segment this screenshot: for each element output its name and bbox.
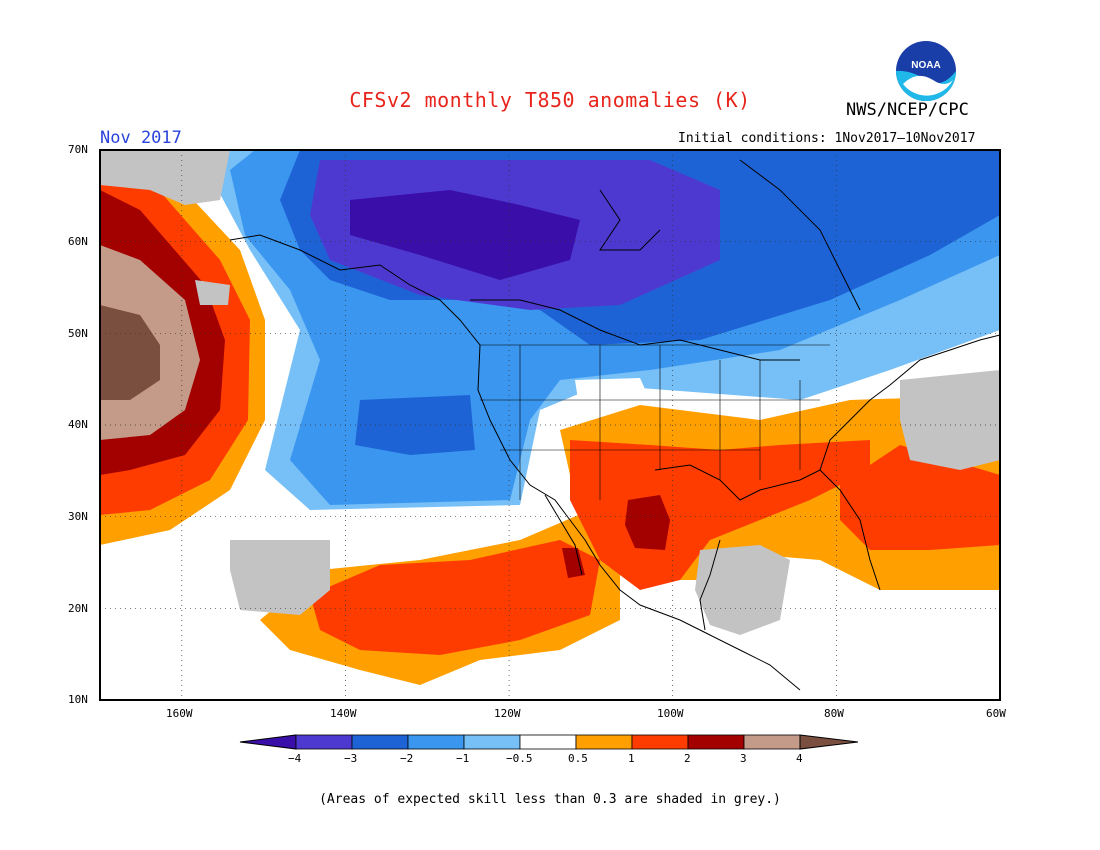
colorbar-label: −0.5 bbox=[506, 752, 533, 765]
lon-label-100w: 100W bbox=[657, 707, 684, 720]
anomaly-region-pos4-west bbox=[100, 305, 160, 400]
colorbar-label: −2 bbox=[400, 752, 414, 765]
colorbar-segment bbox=[407, 734, 465, 750]
colorbar-arrow-max bbox=[799, 734, 859, 750]
noaa-logo: NOAA bbox=[895, 40, 957, 102]
colorbar-label: 4 bbox=[796, 752, 803, 765]
colorbar-segment bbox=[743, 734, 801, 750]
lon-label-160w: 160W bbox=[166, 707, 193, 720]
colorbar-label: 3 bbox=[740, 752, 747, 765]
colorbar-label: −4 bbox=[288, 752, 302, 765]
lat-label-30n: 30N bbox=[68, 510, 88, 523]
colorbar-label: 1 bbox=[628, 752, 635, 765]
colorbar-label: −3 bbox=[344, 752, 358, 765]
colorbar-segment bbox=[295, 734, 353, 750]
anomaly-region-neg4 bbox=[350, 190, 580, 280]
anomaly-region-pos2 bbox=[625, 495, 670, 550]
colorbar-segment bbox=[519, 734, 577, 750]
anomaly-region-pos2-baja bbox=[562, 548, 585, 578]
colorbar-segment bbox=[351, 734, 409, 750]
organization-label: NWS/NCEP/CPC bbox=[846, 100, 969, 120]
map-title: CFSv2 monthly T850 anomalies (K) bbox=[349, 88, 751, 112]
colorbar-segment bbox=[631, 734, 689, 750]
state-borders bbox=[480, 344, 830, 500]
map-frame bbox=[99, 149, 1001, 701]
anomaly-field bbox=[100, 150, 1000, 700]
low-skill-region-mexico bbox=[695, 545, 790, 635]
lat-label-50n: 50N bbox=[68, 327, 88, 340]
initial-conditions: Initial conditions: 1Nov2017–10Nov2017 bbox=[678, 131, 976, 146]
skill-note: (Areas of expected skill less than 0.3 a… bbox=[319, 792, 781, 807]
low-skill-region-pacific bbox=[230, 540, 330, 615]
anomaly-region-pos1-pacific bbox=[310, 540, 600, 655]
lat-label-60n: 60N bbox=[68, 235, 88, 248]
colorbar-segment bbox=[575, 734, 633, 750]
forecast-month: Nov 2017 bbox=[100, 128, 182, 148]
colorbar bbox=[239, 734, 859, 750]
low-skill-region-alaska bbox=[195, 280, 230, 305]
lon-label-60w: 60W bbox=[986, 707, 1006, 720]
lat-label-40n: 40N bbox=[68, 418, 88, 431]
colorbar-label: 2 bbox=[684, 752, 691, 765]
low-skill-region-southwest bbox=[575, 378, 650, 410]
noaa-logo-text: NOAA bbox=[911, 60, 940, 71]
anomaly-region-pos1-sw bbox=[570, 440, 870, 590]
lon-label-80w: 80W bbox=[824, 707, 844, 720]
graticule bbox=[100, 150, 1000, 700]
lat-label-20n: 20N bbox=[68, 602, 88, 615]
colorbar-segment bbox=[687, 734, 745, 750]
anomaly-region-pos1-atlantic bbox=[840, 445, 1000, 550]
lat-label-10n: 10N bbox=[68, 693, 88, 706]
lon-label-120w: 120W bbox=[494, 707, 521, 720]
colorbar-label: −1 bbox=[456, 752, 470, 765]
colorbar-segment bbox=[463, 734, 521, 750]
lon-label-140w: 140W bbox=[330, 707, 357, 720]
low-skill-region-atlantic bbox=[900, 370, 1000, 470]
colorbar-label: 0.5 bbox=[568, 752, 588, 765]
lat-label-70n: 70N bbox=[68, 143, 88, 156]
low-skill-region-nw bbox=[100, 150, 230, 205]
colorbar-arrow-min bbox=[239, 734, 297, 750]
